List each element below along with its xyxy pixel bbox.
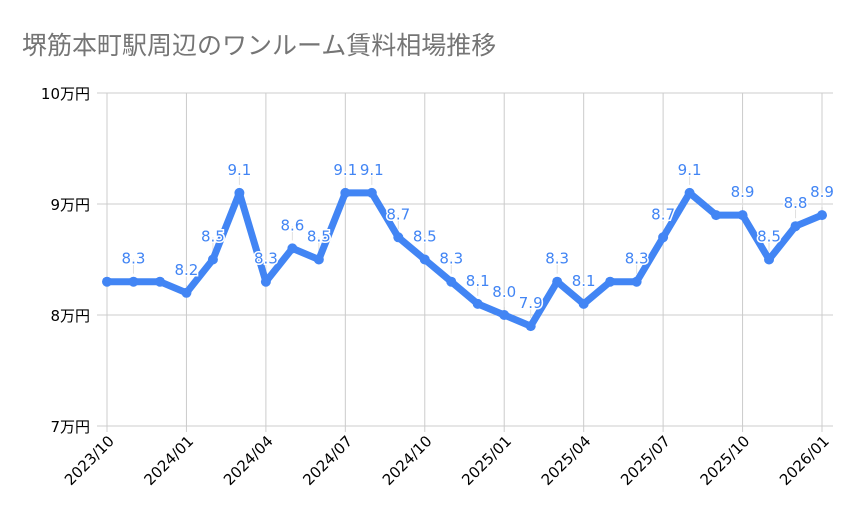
x-tick-label: 2023/10 xyxy=(61,432,118,489)
data-point xyxy=(525,321,536,332)
y-tick-label: 8万円 xyxy=(50,307,90,325)
data-point xyxy=(207,254,218,265)
data-point xyxy=(684,187,695,198)
data-point xyxy=(313,254,324,265)
data-label: 8.7 xyxy=(651,205,675,223)
data-point xyxy=(711,210,722,221)
x-axis: 2023/10 2024/01 2024/04 2024/07 2024/10 2025/… xyxy=(61,432,833,489)
data-point xyxy=(658,232,669,243)
y-tick-label: 9万円 xyxy=(50,196,90,214)
data-point xyxy=(393,232,404,243)
chart-title: 堺筋本町駅周辺のワンルーム賃料相場推移 xyxy=(22,31,497,60)
data-label: 7.9 xyxy=(519,294,543,312)
x-tick-label: 2025/01 xyxy=(458,432,515,489)
data-point xyxy=(737,210,748,221)
data-point xyxy=(472,298,483,309)
data-label: 8.6 xyxy=(280,216,304,234)
data-point xyxy=(631,276,642,287)
data-label: 8.9 xyxy=(731,183,755,201)
series-line xyxy=(103,189,826,330)
data-label: 8.3 xyxy=(122,250,146,268)
data-point xyxy=(154,276,165,287)
data-point xyxy=(605,276,616,287)
data-point xyxy=(764,254,775,265)
data-point xyxy=(128,276,139,287)
data-label: 8.5 xyxy=(757,228,781,246)
data-label: 8.2 xyxy=(175,261,199,279)
x-tick-label: 2026/01 xyxy=(776,432,833,489)
data-labels: 8.38.28.59.18.38.68.59.1 9.18.78.58.38.18… xyxy=(120,159,835,313)
y-axis: 7万円 8万円 9万円 10万円 xyxy=(41,85,90,436)
data-label: 8.1 xyxy=(572,272,596,290)
data-point xyxy=(260,276,271,287)
data-label: 8.3 xyxy=(439,250,463,268)
data-point xyxy=(102,276,112,287)
data-label: 8.5 xyxy=(307,228,331,246)
data-point xyxy=(578,298,589,309)
data-label: 9.1 xyxy=(333,161,357,179)
grid-lines xyxy=(97,92,833,432)
data-label: 8.3 xyxy=(545,250,569,268)
data-label: 8.0 xyxy=(492,283,516,301)
x-tick-label: 2025/04 xyxy=(538,432,595,489)
data-label: 8.3 xyxy=(625,250,649,268)
x-tick-label: 2024/04 xyxy=(220,432,277,489)
data-point xyxy=(340,187,351,198)
x-tick-label: 2024/10 xyxy=(379,432,436,489)
data-label: 8.7 xyxy=(386,205,410,223)
data-label: 8.5 xyxy=(201,228,225,246)
data-point xyxy=(419,254,430,265)
data-label: 8.8 xyxy=(784,194,808,212)
data-label: 8.1 xyxy=(466,272,490,290)
x-tick-label: 2024/07 xyxy=(299,432,356,489)
data-label: 8.9 xyxy=(810,183,834,201)
data-point xyxy=(287,243,298,254)
data-label: 8.3 xyxy=(254,250,278,268)
data-point xyxy=(234,187,245,198)
data-label: 9.1 xyxy=(360,161,384,179)
data-label: 9.1 xyxy=(678,161,702,179)
data-point xyxy=(181,287,192,298)
data-point xyxy=(499,310,510,320)
data-point xyxy=(552,276,563,287)
data-point xyxy=(817,210,827,221)
y-tick-label: 10万円 xyxy=(41,85,90,103)
data-label: 9.1 xyxy=(227,161,251,179)
data-label: 8.5 xyxy=(413,228,437,246)
data-point xyxy=(446,276,457,287)
data-series xyxy=(102,187,827,332)
y-tick-label: 7万円 xyxy=(50,418,90,436)
data-point xyxy=(366,187,377,198)
x-tick-label: 2025/07 xyxy=(617,432,674,489)
x-tick-label: 2025/10 xyxy=(697,432,754,489)
x-tick-label: 2024/01 xyxy=(140,432,197,489)
data-point xyxy=(790,221,801,232)
